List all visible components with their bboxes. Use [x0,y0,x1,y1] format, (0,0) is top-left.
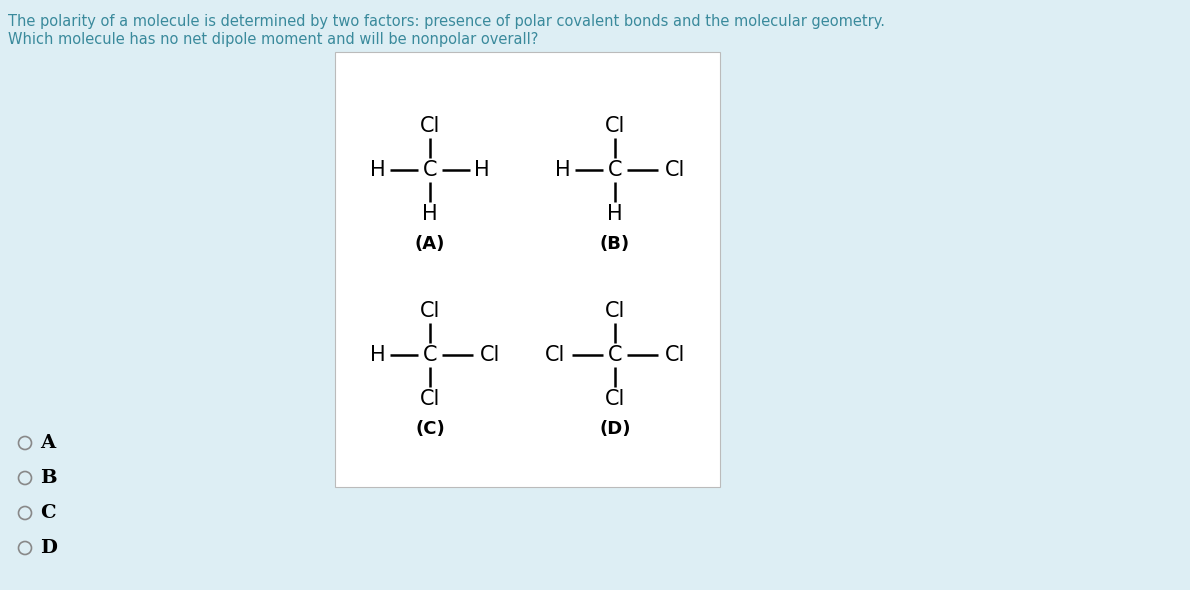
Text: H: H [422,204,438,224]
Text: C: C [422,160,437,180]
Text: H: H [474,160,490,180]
Text: (A): (A) [415,235,445,253]
Text: Cl: Cl [605,389,625,409]
Text: C: C [608,160,622,180]
Text: Cl: Cl [480,345,500,365]
Text: (D): (D) [600,420,631,438]
Text: Cl: Cl [605,116,625,136]
Text: Cl: Cl [545,345,565,365]
Text: Cl: Cl [605,301,625,321]
Text: (C): (C) [415,420,445,438]
Text: Cl: Cl [420,301,440,321]
Text: C: C [422,345,437,365]
Text: A: A [40,434,55,452]
Text: The polarity of a molecule is determined by two factors: presence of polar coval: The polarity of a molecule is determined… [8,14,885,29]
Text: C: C [40,504,56,522]
Text: Cl: Cl [665,345,685,365]
Text: B: B [40,469,57,487]
Text: Which molecule has no net dipole moment and will be nonpolar overall?: Which molecule has no net dipole moment … [8,32,538,47]
Text: H: H [607,204,622,224]
Text: H: H [370,160,386,180]
Text: (B): (B) [600,235,630,253]
Text: C: C [608,345,622,365]
Text: Cl: Cl [665,160,685,180]
Text: H: H [556,160,571,180]
Text: H: H [370,345,386,365]
FancyBboxPatch shape [336,52,720,487]
Text: Cl: Cl [420,389,440,409]
Text: D: D [40,539,57,557]
Text: Cl: Cl [420,116,440,136]
